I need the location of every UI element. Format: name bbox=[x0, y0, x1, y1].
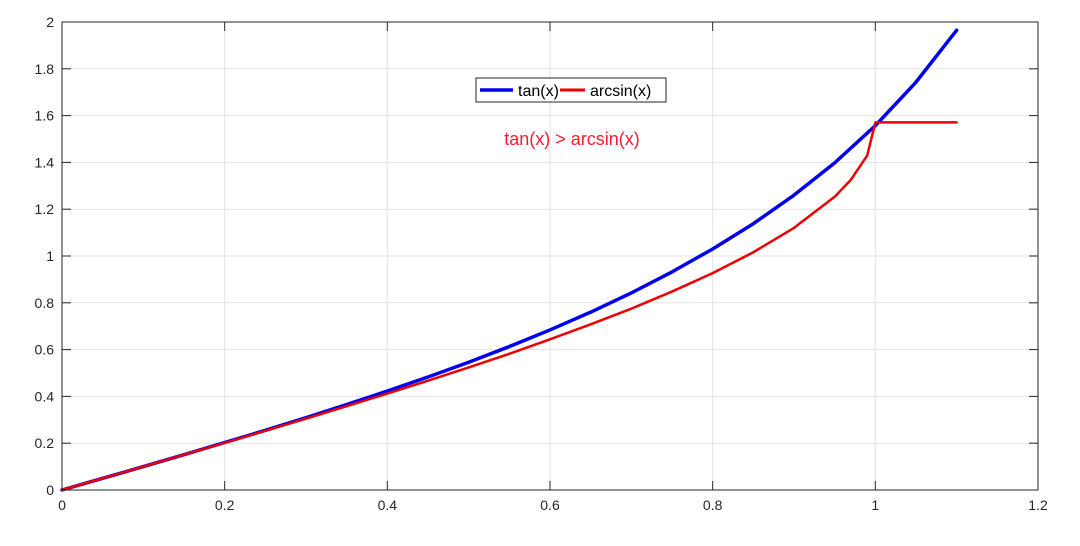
x-tick-label: 1 bbox=[871, 497, 879, 513]
y-tick-label: 0.8 bbox=[35, 295, 55, 311]
y-tick-label: 0.6 bbox=[35, 342, 55, 358]
y-tick-label: 1.8 bbox=[35, 61, 55, 77]
x-tick-label: 0.6 bbox=[540, 497, 560, 513]
legend: tan(x) arcsin(x) bbox=[475, 77, 667, 103]
ticks: 0 0.2 0.4 0.6 0.8 1 1.2 0 0.2 0.4 0.6 0.8 1 1.2 1.4 1.6… bbox=[35, 14, 1048, 513]
y-tick-label: 0 bbox=[46, 482, 54, 498]
x-tick-label: 0 bbox=[58, 497, 66, 513]
series-line-arcsin bbox=[60, 121, 958, 492]
x-tick-label: 0.8 bbox=[703, 497, 723, 513]
y-tick-label: 1.4 bbox=[35, 154, 55, 170]
y-tick-label: 1.2 bbox=[35, 201, 55, 217]
y-tick-label: 1.6 bbox=[35, 108, 55, 124]
chart-annotation: tan(x) > arcsin(x) bbox=[504, 129, 640, 149]
legend-label-arcsin: arcsin(x) bbox=[590, 83, 651, 100]
legend-label-tan: tan(x) bbox=[518, 83, 559, 100]
x-tick-label: 0.4 bbox=[378, 497, 398, 513]
y-tick-label: 0.4 bbox=[35, 388, 55, 404]
x-tick-label: 0.2 bbox=[215, 497, 235, 513]
y-tick-label: 1 bbox=[46, 248, 54, 264]
y-tick-label: 2 bbox=[46, 14, 54, 30]
y-tick-label: 0.2 bbox=[35, 435, 55, 451]
x-tick-label: 1.2 bbox=[1028, 497, 1048, 513]
series-layer bbox=[60, 28, 959, 492]
